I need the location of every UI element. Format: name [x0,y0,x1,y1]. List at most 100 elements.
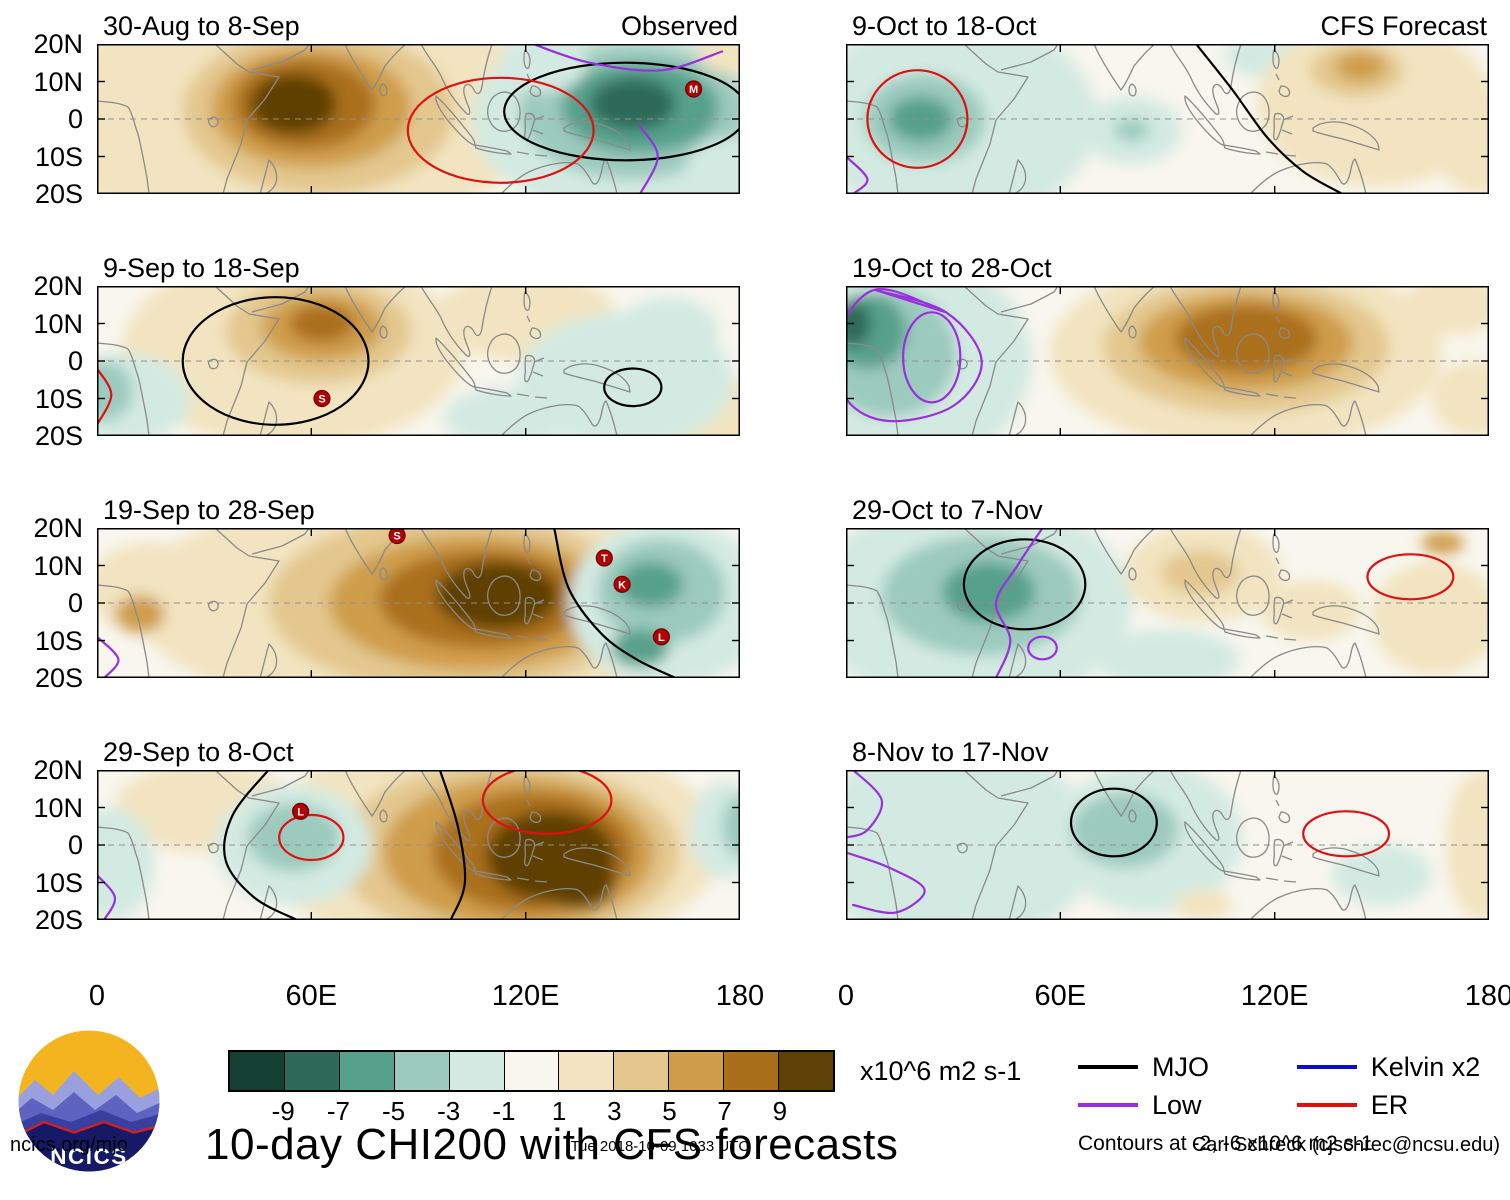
panel-title: 29-Oct to 7-Nov [852,495,1043,525]
storm-marker-T: T [595,549,613,567]
contour-lines [846,288,983,423]
contour-lines [846,770,1391,915]
y-tick-label: 0 [67,588,83,618]
map-panel: M [97,44,740,194]
panel-title: 29-Sep to 8-Oct [103,737,294,767]
y-tick-label: 20S [34,905,83,935]
x-tick-label: 120E [1240,980,1309,1012]
panel-border [846,44,1489,194]
bottom-section: NCICS -9 -7 -5 -3 -1 1 3 5 7 9 x10^6 m2 s-1 10-da… [0,1024,1510,1200]
units-label: x10^6 m2 s-1 [860,1056,1022,1086]
map-panel [846,528,1489,678]
svg-text:L: L [658,632,665,644]
storm-markers: S [313,389,331,408]
legend-label-er: ER [1370,1089,1409,1120]
colorbar-label: 5 [662,1096,677,1126]
y-axis-labels: 20N 10N 0 10S 20S [2,756,97,934]
map-grid: 30-Aug to 8-Sep Observed 20N 10N 0 10S 20S M … [2,6,1510,1016]
panel-block: 29-Oct to 7-Nov [846,490,1489,678]
storm-marker-M: M [684,80,703,98]
y-tick-label: 20N [33,271,83,301]
map-panel: S [97,286,740,436]
svg-text:K: K [618,579,626,591]
column-header: CFS Forecast [1320,11,1487,41]
map-panel: L [97,770,740,920]
colorbar-label: 3 [607,1096,622,1126]
colorbar-segment [614,1052,670,1090]
y-tick-label: 10N [33,550,83,581]
footer-right: Carl Schreck (cjschrec@ncsu.edu) [1191,1134,1500,1156]
colorbar-segment [284,1052,340,1090]
y-tick-label: 0 [67,346,83,376]
footer-center: Tue 2018-10-09 1033 UTC [570,1138,750,1155]
y-tick-label: 10S [34,141,83,172]
colorbar-segment [339,1052,395,1090]
map-panel [846,44,1489,194]
coastline [846,286,1380,436]
contour-lines [97,296,663,426]
legend-label-kelvin-x2: Kelvin x2 [1370,1051,1481,1082]
y-tick-label: 20N [33,755,83,785]
legend: MJO Low Kelvin x2 ER Contours at -2, -6 … [1078,1048,1498,1156]
panel-border [97,286,740,436]
colorbar-label: 1 [551,1096,567,1126]
panel-title: 9-Oct to 18-Oct [852,11,1037,41]
y-axis-labels: 20N 10N 0 10S 20S [2,30,97,208]
map-panel [846,770,1489,920]
x-tick-label: 0 [88,980,106,1012]
y-tick-label: 10S [34,625,83,656]
column-header: Observed [620,11,738,41]
storm-marker-S: S [313,389,331,408]
y-tick-label: 10S [34,867,83,898]
coastline [846,770,1380,920]
x-tick-label: 180 [715,980,765,1012]
panel-title: 19-Sep to 28-Sep [103,495,315,525]
colorbar-labels: -9 -7 -5 -3 -1 1 3 5 7 9 [228,1092,835,1126]
panel-block: 30-Aug to 8-Sep Observed 20N 10N 0 10S 20S M [2,6,740,208]
y-tick-label: 10N [33,792,83,823]
svg-text:S: S [393,531,400,543]
svg-text:T: T [601,553,608,565]
colorbar-label: -9 [271,1096,295,1126]
panel-block: 9-Sep to 18-Sep 20N 10N 0 10S 20S S [2,248,740,450]
anomaly-shading [846,528,1489,678]
colorbar-label: -1 [492,1096,516,1126]
y-axis-labels: 20N 10N 0 10S 20S [2,272,97,450]
y-tick-label: 20N [33,513,83,543]
y-tick-label: 10N [33,308,83,339]
map-panel [846,286,1489,436]
y-tick-label: 10N [33,66,83,97]
colorbar-segment [724,1052,780,1090]
panel-block: 8-Nov to 17-Nov [846,732,1489,920]
footer: ncics.org/mjo Tue 2018-10-09 1033 UTC Ca… [0,1134,1510,1157]
storm-marker-S: S [388,528,406,545]
y-axis-labels: 20N 10N 0 10S 20S [2,514,97,692]
x-axis-labels: 0 60E 120E 180 [838,974,1510,1016]
panel-border [846,286,1489,436]
contour-lines [97,770,613,920]
colorbar [228,1050,835,1092]
panel-border [846,770,1489,920]
panel-block: 9-Oct to 18-Oct CFS Forecast [846,6,1489,194]
x-tick-label: 60E [1034,980,1087,1012]
svg-text:M: M [689,84,698,96]
map-panel: S T K L [97,528,740,678]
panel-title: 9-Sep to 18-Sep [103,253,300,283]
storm-marker-K: K [613,575,631,593]
colorbar-segment [559,1052,615,1090]
x-axis-labels: 0 60E 120E 180 [89,974,764,1016]
panel-title: 8-Nov to 17-Nov [852,737,1049,767]
panel-border [97,528,740,678]
footer-left: ncics.org/mjo [10,1134,128,1156]
storm-markers: L [292,802,310,820]
panel-block: 19-Oct to 28-Oct [846,248,1489,436]
x-tick-label: 120E [491,980,560,1012]
legend-line-kelvin-x2 [1296,1065,1357,1069]
y-tick-label: 20S [34,663,83,693]
forecast-column: 9-Oct to 18-Oct CFS Forecast 19-Oct to 28… [838,6,1510,1016]
colorbar-segment [504,1052,560,1090]
svg-text:S: S [318,394,325,406]
colorbar-label: 9 [772,1096,788,1126]
storm-marker-L: L [652,628,671,646]
y-tick-label: 10S [34,383,83,414]
